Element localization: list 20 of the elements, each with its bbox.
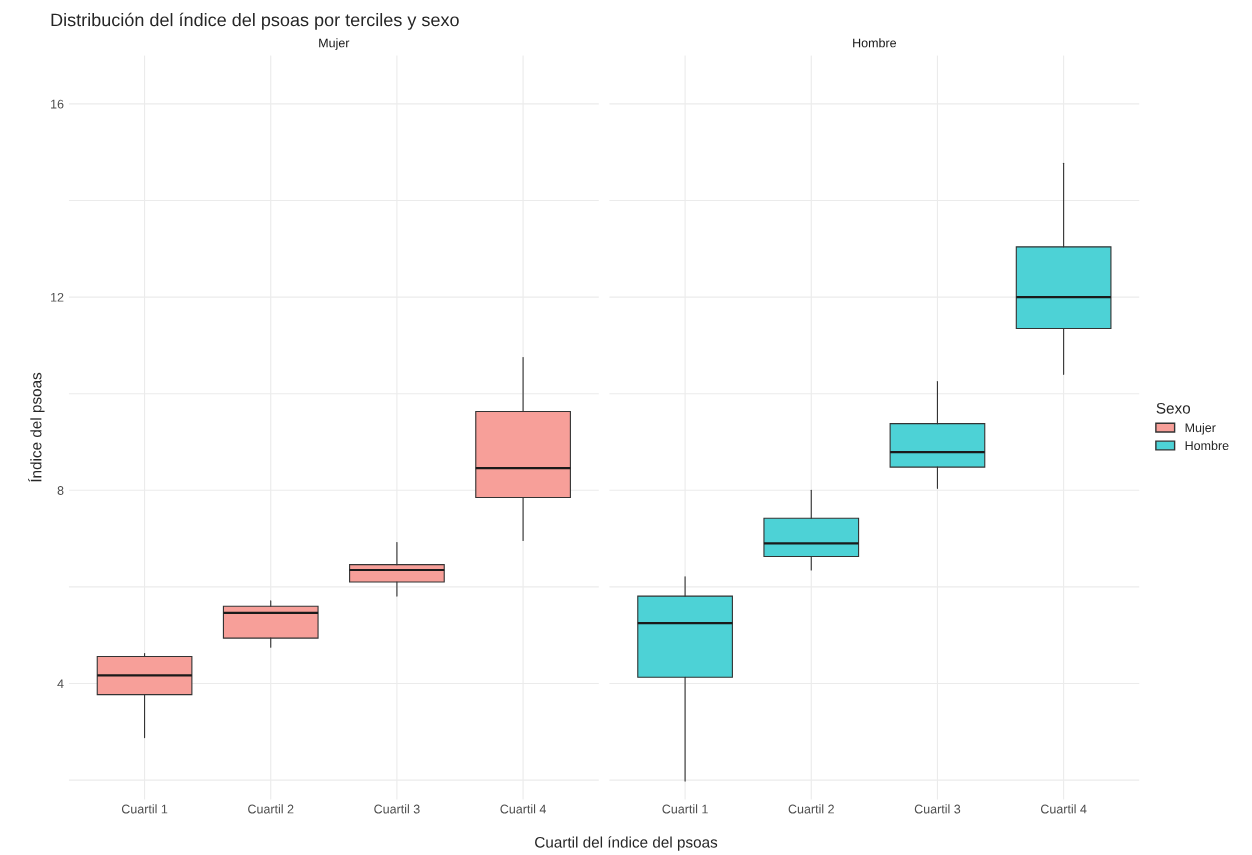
x-tick-label: Cuartil 4: [500, 804, 546, 814]
x-tick-label: Cuartil 2: [788, 804, 834, 814]
x-axis-title: Cuartil del índice del psoas: [535, 836, 718, 851]
legend-title: Sexo: [1156, 402, 1191, 414]
x-tick-label: Cuartil 3: [374, 804, 420, 814]
x-tick-label: Cuartil 4: [1040, 804, 1087, 814]
x-tick-label: Cuartil 2: [248, 804, 294, 814]
y-tick-label: 8: [57, 486, 64, 495]
x-tick-label: Cuartil 1: [121, 804, 168, 814]
y-tick-label: 16: [51, 99, 64, 109]
legend-label: Mujer: [1185, 422, 1216, 435]
chart-subtitle: Mujer: [319, 38, 350, 50]
x-tick-label: Cuartil 3: [914, 804, 961, 814]
y-axis-title: Índice del psoas: [28, 372, 45, 482]
x-tick-label: Cuartil 1: [662, 804, 708, 814]
legend-label: Hombre: [1185, 440, 1229, 451]
y-tick-label: 4: [57, 679, 64, 689]
y-tick-label: 12: [51, 292, 64, 302]
chart-title: Distribución del índice del psoas por terciles y sexo: [51, 12, 459, 30]
chart-subtitle: Hombre: [853, 38, 897, 48]
